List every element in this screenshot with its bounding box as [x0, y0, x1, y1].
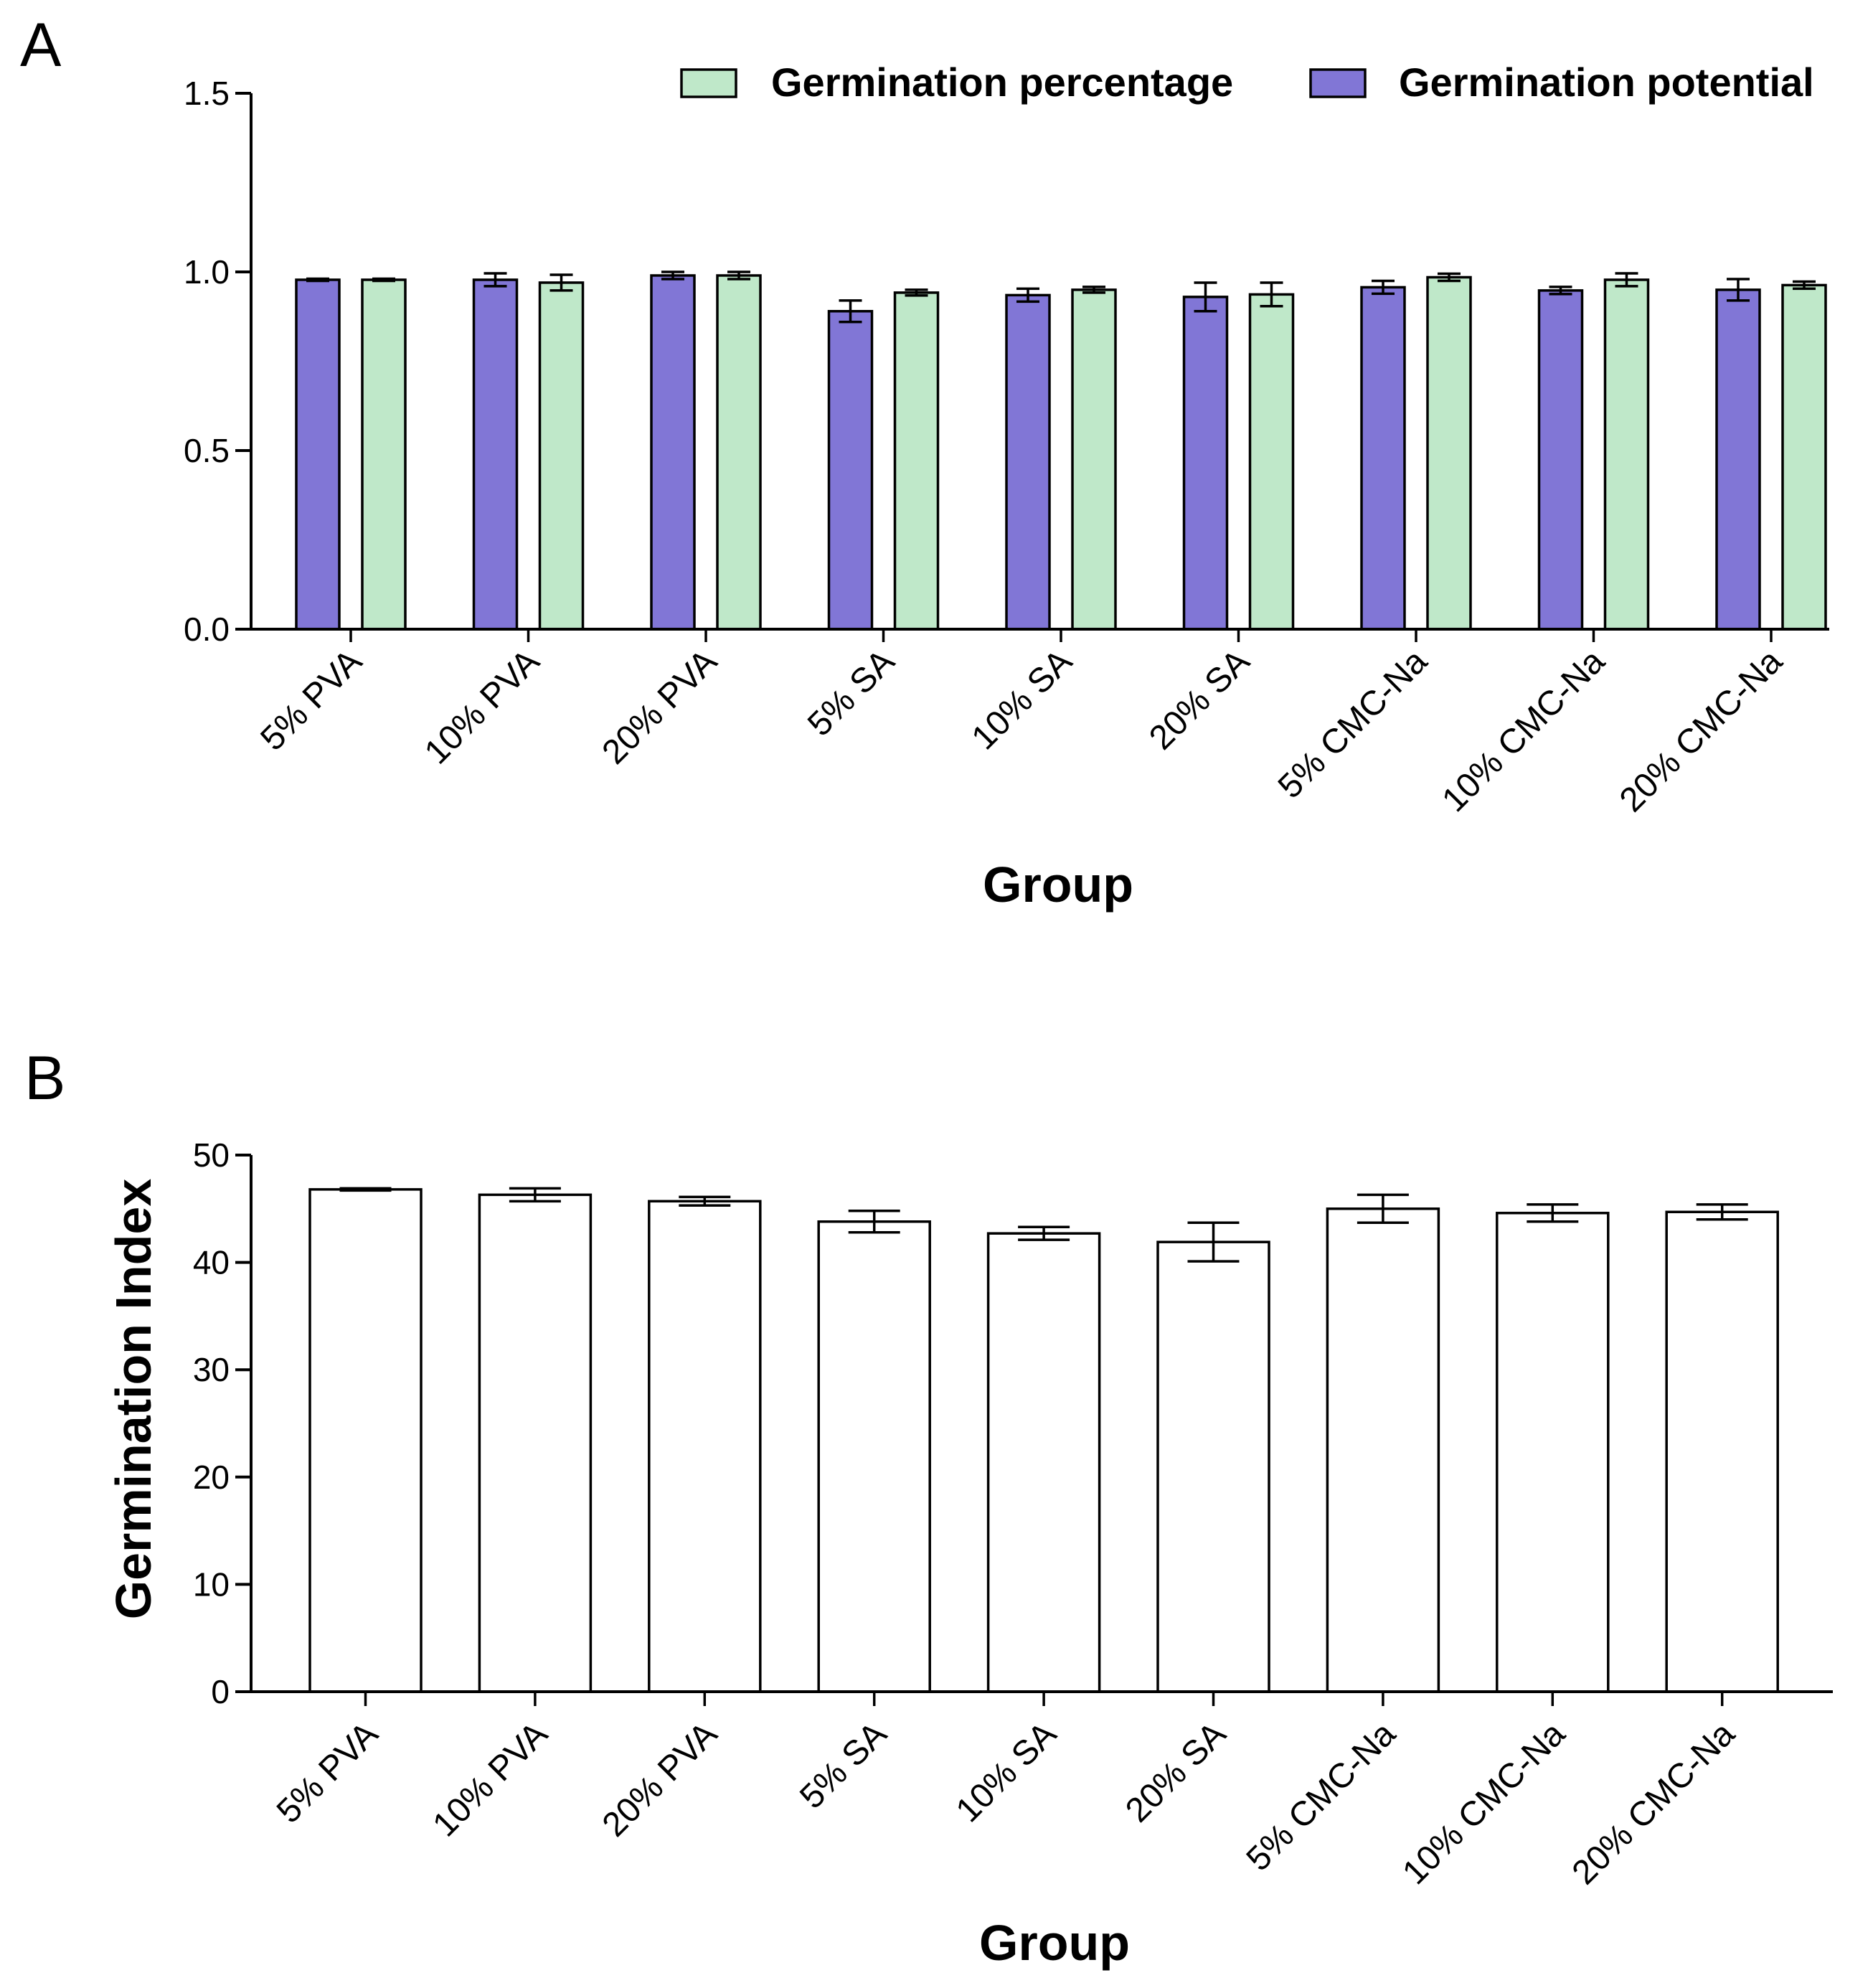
bar-germination-percentage-5pct-pva	[361, 278, 407, 631]
y-tick-label-1: 0.5	[184, 432, 230, 469]
legend-swatch-germination-percentage	[680, 68, 737, 98]
bar-germination-index-10pct-sa	[986, 1232, 1101, 1693]
panel-a-y-tick-labels: 0.0 0.5 1.0 1.5	[184, 75, 230, 648]
panel-b-x-axis-title: Group	[979, 1915, 1130, 1971]
bar-germination-index-20pct-sa	[1156, 1240, 1270, 1693]
panel-b-y-tick-labels: 0 10 20 30 40 50	[193, 1136, 230, 1710]
bar-germination-percentage-20pct-pva	[716, 274, 762, 631]
panel-a-x-axis-title: Group	[983, 857, 1133, 913]
bar-germination-potential-20pct-sa	[1182, 296, 1229, 631]
panel-a-error-bars	[306, 270, 1816, 324]
y-tick-label-0: 0.0	[184, 611, 230, 648]
bar-germination-percentage-20pct-sa	[1248, 293, 1295, 631]
bar-germination-index-5pct-sa	[817, 1220, 931, 1693]
bar-germination-potential-20pct-cmc-na	[1715, 288, 1761, 631]
y-tick-label-4: 40	[193, 1244, 230, 1281]
bar-germination-percentage-10pct-cmc-na	[1603, 278, 1650, 631]
bar-germination-potential-10pct-cmc-na	[1537, 289, 1584, 631]
panel-a-letter: A	[20, 11, 62, 80]
panel-b-error-bars	[339, 1187, 1748, 1263]
bar-germination-potential-5pct-sa	[827, 310, 874, 631]
panel-a-axes	[235, 92, 1829, 642]
y-tick-label-0: 0	[211, 1673, 230, 1710]
legend-label-germination-percentage: Germination percentage	[771, 60, 1233, 105]
panel-a-legend: Germination percentage Germination poten…	[680, 60, 1814, 105]
bar-germination-percentage-10pct-sa	[1071, 288, 1117, 631]
bar-germination-percentage-10pct-pva	[538, 281, 585, 631]
panel-a-bars	[295, 274, 1827, 631]
bar-germination-percentage-5pct-sa	[893, 291, 940, 631]
y-tick-label-3: 30	[193, 1351, 230, 1388]
bar-germination-potential-5pct-pva	[295, 278, 341, 631]
panel-b-y-axis-title: Germination Index	[105, 1179, 161, 1620]
y-tick-label-1: 10	[193, 1565, 230, 1603]
y-tick-label-2: 20	[193, 1459, 230, 1496]
y-tick-label-5: 50	[193, 1136, 230, 1174]
y-tick-label-3: 1.5	[184, 75, 230, 112]
bar-germination-potential-20pct-pva	[650, 274, 696, 631]
bar-germination-index-20pct-cmc-na	[1665, 1210, 1779, 1693]
bar-germination-index-5pct-pva	[308, 1188, 423, 1693]
panel-b-bars	[308, 1188, 1779, 1693]
bar-germination-percentage-20pct-cmc-na	[1781, 283, 1827, 631]
bar-germination-percentage-5pct-cmc-na	[1426, 275, 1472, 631]
bar-germination-index-20pct-pva	[648, 1200, 762, 1693]
y-tick-label-2: 1.0	[184, 253, 230, 291]
panel-b-axes	[235, 1154, 1833, 1706]
bar-germination-potential-10pct-pva	[472, 278, 519, 631]
bar-germination-index-5pct-cmc-na	[1326, 1207, 1440, 1693]
panel-b-letter: B	[24, 1044, 65, 1113]
bar-germination-index-10pct-cmc-na	[1496, 1212, 1610, 1693]
bar-germination-index-10pct-pva	[478, 1193, 593, 1693]
legend-swatch-germination-potential	[1309, 68, 1367, 98]
bar-germination-potential-10pct-sa	[1005, 293, 1051, 631]
legend-label-germination-potential: Germination potential	[1399, 60, 1814, 105]
bar-germination-potential-5pct-cmc-na	[1360, 286, 1406, 631]
